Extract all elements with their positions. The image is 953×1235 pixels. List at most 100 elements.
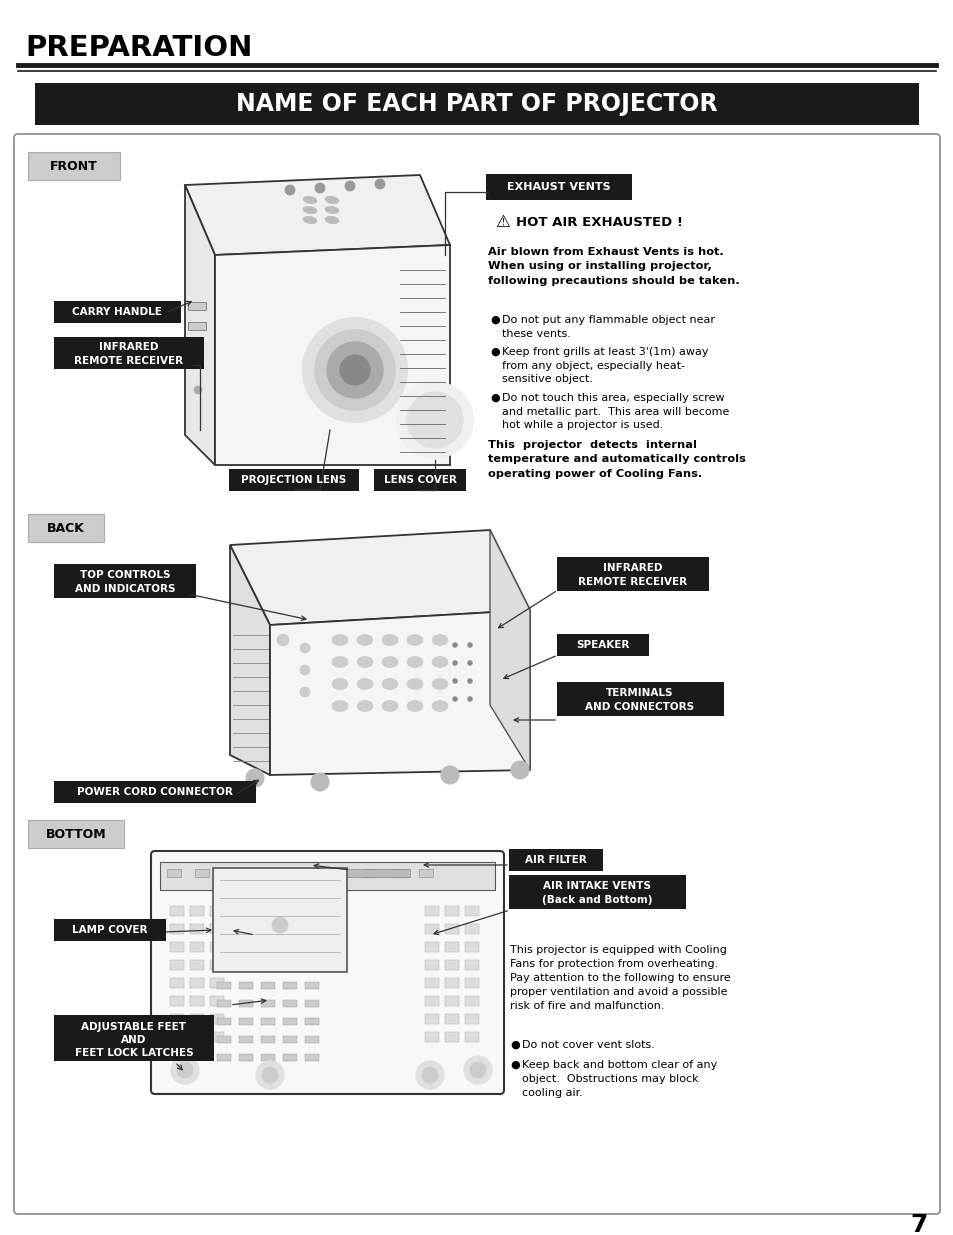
Circle shape: [171, 1056, 199, 1084]
Ellipse shape: [381, 657, 397, 667]
Bar: [424, 942, 438, 952]
Ellipse shape: [356, 635, 373, 646]
Bar: [210, 978, 224, 988]
Text: ●: ●: [510, 1060, 519, 1070]
FancyBboxPatch shape: [557, 634, 648, 656]
Bar: [283, 1018, 296, 1025]
Bar: [170, 995, 184, 1007]
Text: ADJUSTABLE FEET
AND
FEET LOCK LATCHES: ADJUSTABLE FEET AND FEET LOCK LATCHES: [74, 1021, 193, 1058]
Bar: [170, 1014, 184, 1024]
Text: Keep back and bottom clear of any
object.  Obstructions may block
cooling air.: Keep back and bottom clear of any object…: [521, 1060, 717, 1098]
Text: BACK: BACK: [47, 521, 85, 535]
Bar: [424, 906, 438, 916]
Ellipse shape: [325, 216, 338, 224]
Text: Do not touch this area, especially screw
and metallic part.  This area will beco: Do not touch this area, especially screw…: [501, 393, 729, 430]
Ellipse shape: [407, 678, 422, 689]
Bar: [464, 906, 478, 916]
Circle shape: [416, 1061, 443, 1089]
Bar: [210, 1032, 224, 1042]
Ellipse shape: [332, 657, 348, 667]
Ellipse shape: [407, 635, 422, 646]
Bar: [444, 995, 458, 1007]
Bar: [464, 995, 478, 1007]
Circle shape: [467, 642, 472, 647]
Bar: [261, 1036, 274, 1044]
Text: PROJECTION LENS: PROJECTION LENS: [241, 475, 346, 485]
Text: LENS COVER: LENS COVER: [383, 475, 456, 485]
Polygon shape: [270, 610, 530, 776]
FancyBboxPatch shape: [557, 557, 708, 592]
Bar: [170, 978, 184, 988]
Text: This projector is equipped with Cooling
Fans for protection from overheating.
Pa: This projector is equipped with Cooling …: [510, 945, 730, 1011]
Text: 7: 7: [910, 1213, 927, 1235]
Bar: [464, 960, 478, 969]
Ellipse shape: [432, 657, 448, 667]
Circle shape: [440, 766, 458, 784]
Circle shape: [272, 918, 288, 932]
Text: ⚠: ⚠: [495, 212, 509, 231]
Circle shape: [421, 1067, 437, 1083]
Bar: [170, 1032, 184, 1042]
Circle shape: [375, 179, 385, 189]
Bar: [335, 869, 349, 877]
FancyBboxPatch shape: [54, 337, 204, 369]
Bar: [188, 303, 206, 310]
Ellipse shape: [356, 657, 373, 667]
Bar: [216, 1018, 231, 1025]
FancyBboxPatch shape: [485, 174, 631, 200]
Bar: [239, 1053, 253, 1061]
Bar: [424, 960, 438, 969]
Text: ●: ●: [490, 393, 499, 403]
Text: HOT AIR EXHAUSTED !: HOT AIR EXHAUSTED !: [516, 215, 682, 228]
FancyBboxPatch shape: [28, 514, 104, 542]
Bar: [283, 982, 296, 989]
Bar: [210, 906, 224, 916]
Bar: [210, 995, 224, 1007]
Bar: [424, 995, 438, 1007]
FancyBboxPatch shape: [54, 1015, 213, 1061]
Ellipse shape: [407, 700, 422, 711]
Text: TERMINALS
AND CONNECTORS: TERMINALS AND CONNECTORS: [585, 688, 694, 711]
Bar: [261, 1053, 274, 1061]
FancyBboxPatch shape: [374, 469, 465, 492]
Bar: [444, 924, 458, 934]
Circle shape: [299, 664, 310, 676]
Text: AIR INTAKE VENTS
(Back and Bottom): AIR INTAKE VENTS (Back and Bottom): [541, 882, 652, 904]
Text: Do not cover vent slots.: Do not cover vent slots.: [521, 1040, 654, 1050]
Bar: [283, 1036, 296, 1044]
Bar: [424, 978, 438, 988]
Bar: [210, 942, 224, 952]
Circle shape: [262, 1067, 277, 1083]
Bar: [278, 869, 293, 877]
Ellipse shape: [381, 678, 397, 689]
Bar: [418, 869, 433, 877]
Bar: [305, 1000, 318, 1007]
FancyBboxPatch shape: [151, 851, 503, 1094]
Bar: [239, 982, 253, 989]
Circle shape: [177, 1062, 193, 1078]
Text: INFRARED
REMOTE RECEIVER: INFRARED REMOTE RECEIVER: [578, 563, 687, 587]
Bar: [391, 869, 405, 877]
Ellipse shape: [303, 206, 316, 214]
Circle shape: [303, 317, 407, 422]
Bar: [444, 1014, 458, 1024]
Ellipse shape: [432, 635, 448, 646]
Ellipse shape: [407, 657, 422, 667]
Ellipse shape: [332, 635, 348, 646]
Text: Do not put any flammable object near
these vents.: Do not put any flammable object near the…: [501, 315, 714, 338]
Bar: [261, 1000, 274, 1007]
Circle shape: [511, 761, 529, 779]
Bar: [444, 960, 458, 969]
Circle shape: [452, 697, 457, 701]
Bar: [190, 906, 204, 916]
Text: BOTTOM: BOTTOM: [46, 827, 106, 841]
Text: PREPARATION: PREPARATION: [25, 35, 253, 62]
Ellipse shape: [381, 635, 397, 646]
Bar: [216, 1036, 231, 1044]
Bar: [464, 942, 478, 952]
Ellipse shape: [332, 678, 348, 689]
Text: ●: ●: [490, 315, 499, 325]
Bar: [261, 1018, 274, 1025]
Bar: [223, 869, 236, 877]
Circle shape: [467, 661, 472, 666]
